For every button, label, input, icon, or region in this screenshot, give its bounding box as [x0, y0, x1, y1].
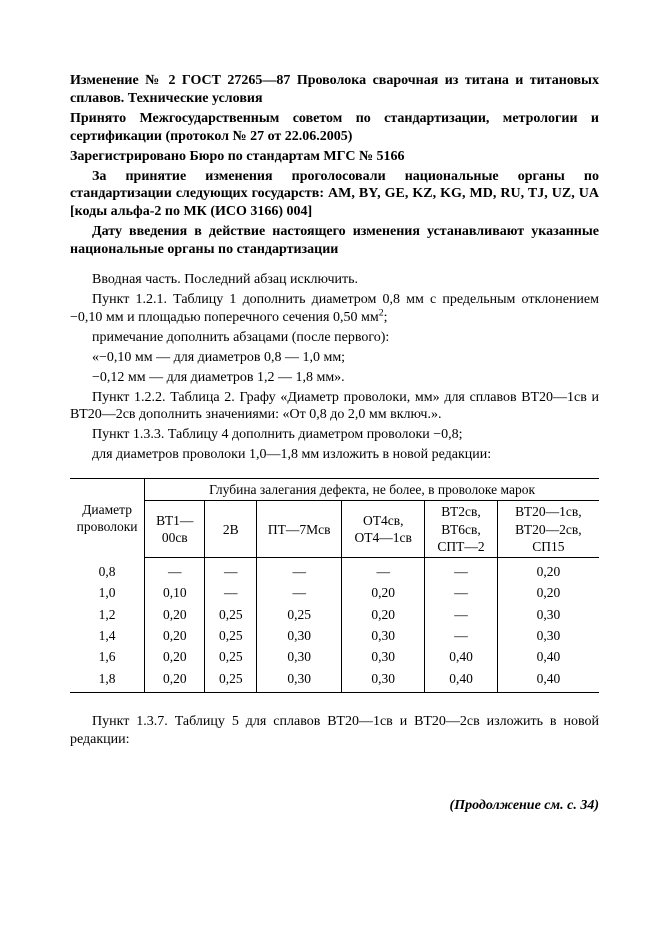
- cell-value: —: [205, 582, 257, 603]
- table-row: 1,60,200,250,300,300,400,40: [70, 646, 599, 667]
- table-body: 0,8—————0,201,00,10——0,20—0,201,20,200,2…: [70, 558, 599, 693]
- table-row: 1,80,200,250,300,300,400,40: [70, 668, 599, 693]
- adopted-line: Принято Межгосударственным советом по ст…: [70, 110, 599, 146]
- th-col-4: ВТ2св,ВТ6св,СПТ—2: [425, 501, 498, 558]
- th-col-3: ОТ4св,ОТ4—1св: [342, 501, 425, 558]
- body-p9: Пункт 1.3.7. Таблицу 5 для сплавов ВТ20—…: [70, 713, 599, 749]
- cell-value: 0,40: [425, 646, 498, 667]
- effective-line: Дату введения в действие настоящего изме…: [70, 223, 599, 259]
- cell-value: 0,30: [257, 668, 342, 693]
- cell-value: 0,20: [497, 582, 599, 603]
- cell-diameter: 1,0: [70, 582, 145, 603]
- th-col-5: ВТ20—1св,ВТ20—2св,СП15: [497, 501, 599, 558]
- cell-value: —: [205, 558, 257, 583]
- cell-value: —: [257, 582, 342, 603]
- cell-value: —: [257, 558, 342, 583]
- cell-diameter: 0,8: [70, 558, 145, 583]
- cell-value: 0,25: [205, 625, 257, 646]
- table-row: 1,40,200,250,300,30—0,30: [70, 625, 599, 646]
- defect-table: Диаметрпроволоки Глубина залегания дефек…: [70, 478, 599, 693]
- body-p1: Вводная часть. Последний абзац исключить…: [70, 271, 599, 289]
- cell-value: 0,20: [145, 604, 205, 625]
- continuation-note: (Продолжение см. с. 34): [70, 797, 599, 815]
- cell-value: 0,40: [425, 668, 498, 693]
- cell-value: —: [425, 625, 498, 646]
- cell-value: 0,30: [342, 625, 425, 646]
- th-col-1: 2В: [205, 501, 257, 558]
- cell-value: —: [425, 558, 498, 583]
- cell-value: 0,20: [342, 604, 425, 625]
- cell-value: 0,40: [497, 646, 599, 667]
- cell-value: —: [145, 558, 205, 583]
- cell-value: 0,25: [205, 668, 257, 693]
- cell-value: 0,25: [205, 646, 257, 667]
- table-row: 1,20,200,250,250,20—0,30: [70, 604, 599, 625]
- table-row: 1,00,10——0,20—0,20: [70, 582, 599, 603]
- th-col-0: ВТ1—00св: [145, 501, 205, 558]
- cell-value: —: [342, 558, 425, 583]
- cell-value: 0,20: [145, 625, 205, 646]
- cell-value: 0,30: [342, 668, 425, 693]
- cell-value: 0,25: [257, 604, 342, 625]
- th-span: Глубина залегания дефекта, не более, в п…: [145, 479, 599, 501]
- voted-line: За принятие изменения проголосовали наци…: [70, 168, 599, 222]
- registered-line: Зарегистрировано Бюро по стандартам МГС …: [70, 148, 599, 166]
- cell-value: 0,30: [342, 646, 425, 667]
- title: Изменение № 2 ГОСТ 27265—87 Проволока св…: [70, 72, 599, 108]
- body-p5: −0,12 мм — для диаметров 1,2 — 1,8 мм».: [70, 369, 599, 387]
- cell-diameter: 1,2: [70, 604, 145, 625]
- cell-value: —: [425, 582, 498, 603]
- cell-value: 0,30: [257, 646, 342, 667]
- cell-value: 0,40: [497, 668, 599, 693]
- cell-value: 0,30: [497, 625, 599, 646]
- cell-value: —: [425, 604, 498, 625]
- body-p4: «−0,10 мм — для диаметров 0,8 — 1,0 мм;: [70, 349, 599, 367]
- th-diameter: Диаметрпроволоки: [70, 479, 145, 558]
- table-row: 0,8—————0,20: [70, 558, 599, 583]
- body-p8: для диаметров проволоки 1,0—1,8 мм излож…: [70, 446, 599, 464]
- body-p3: примечание дополнить абзацами (после пер…: [70, 329, 599, 347]
- cell-diameter: 1,6: [70, 646, 145, 667]
- cell-value: 0,20: [497, 558, 599, 583]
- th-col-2: ПТ—7Мсв: [257, 501, 342, 558]
- body-p7: Пункт 1.3.3. Таблицу 4 дополнить диаметр…: [70, 426, 599, 444]
- cell-value: 0,20: [145, 668, 205, 693]
- cell-value: 0,25: [205, 604, 257, 625]
- cell-value: 0,30: [257, 625, 342, 646]
- cell-value: 0,30: [497, 604, 599, 625]
- cell-value: 0,20: [145, 646, 205, 667]
- cell-value: 0,20: [342, 582, 425, 603]
- body-p2: Пункт 1.2.1. Таблицу 1 дополнить диаметр…: [70, 291, 599, 327]
- cell-diameter: 1,4: [70, 625, 145, 646]
- cell-diameter: 1,8: [70, 668, 145, 693]
- body-p6: Пункт 1.2.2. Таблица 2. Графу «Диаметр п…: [70, 389, 599, 425]
- cell-value: 0,10: [145, 582, 205, 603]
